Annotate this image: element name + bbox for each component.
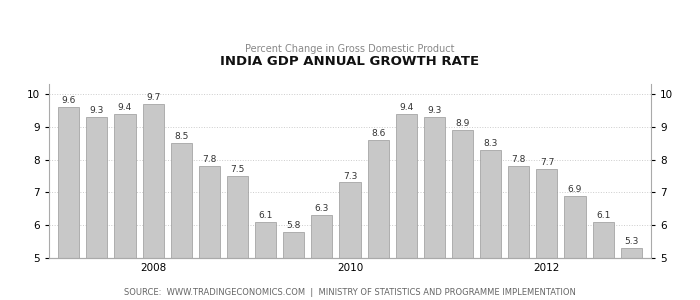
FancyBboxPatch shape <box>143 104 164 258</box>
Text: 7.5: 7.5 <box>230 165 245 174</box>
Title: INDIA GDP ANNUAL GROWTH RATE: INDIA GDP ANNUAL GROWTH RATE <box>220 55 480 68</box>
FancyBboxPatch shape <box>368 140 388 258</box>
FancyBboxPatch shape <box>564 196 586 258</box>
Text: 6.1: 6.1 <box>258 211 273 220</box>
Text: 9.7: 9.7 <box>146 93 160 102</box>
FancyBboxPatch shape <box>424 117 445 258</box>
Text: 7.3: 7.3 <box>343 172 357 181</box>
FancyBboxPatch shape <box>593 222 614 258</box>
Text: 6.3: 6.3 <box>315 204 329 213</box>
Text: 8.3: 8.3 <box>484 139 498 148</box>
FancyBboxPatch shape <box>536 169 557 258</box>
FancyBboxPatch shape <box>58 107 79 258</box>
FancyBboxPatch shape <box>255 222 276 258</box>
FancyBboxPatch shape <box>171 143 192 258</box>
FancyBboxPatch shape <box>227 176 248 258</box>
FancyBboxPatch shape <box>480 150 501 258</box>
FancyBboxPatch shape <box>86 117 107 258</box>
Text: 9.4: 9.4 <box>118 103 132 112</box>
Text: 6.1: 6.1 <box>596 211 610 220</box>
Text: 6.9: 6.9 <box>568 185 582 194</box>
Text: Percent Change in Gross Domestic Product: Percent Change in Gross Domestic Product <box>245 44 455 54</box>
Text: 7.8: 7.8 <box>512 155 526 164</box>
FancyBboxPatch shape <box>508 166 529 258</box>
Text: 7.8: 7.8 <box>202 155 216 164</box>
FancyBboxPatch shape <box>340 182 360 258</box>
Text: 5.8: 5.8 <box>286 221 301 230</box>
FancyBboxPatch shape <box>395 113 416 258</box>
Text: SOURCE:  WWW.TRADINGECONOMICS.COM  |  MINISTRY OF STATISTICS AND PROGRAMME IMPLE: SOURCE: WWW.TRADINGECONOMICS.COM | MINIS… <box>124 288 576 297</box>
Text: 9.6: 9.6 <box>62 96 76 105</box>
FancyBboxPatch shape <box>452 130 473 258</box>
FancyBboxPatch shape <box>284 232 304 258</box>
FancyBboxPatch shape <box>199 166 220 258</box>
Text: 9.4: 9.4 <box>399 103 414 112</box>
Text: 8.5: 8.5 <box>174 132 188 141</box>
Text: 8.6: 8.6 <box>371 129 385 138</box>
Text: 9.3: 9.3 <box>90 106 104 115</box>
FancyBboxPatch shape <box>621 248 642 258</box>
Text: 7.7: 7.7 <box>540 158 554 167</box>
Text: 5.3: 5.3 <box>624 237 638 246</box>
FancyBboxPatch shape <box>312 215 332 258</box>
FancyBboxPatch shape <box>114 113 136 258</box>
Text: 8.9: 8.9 <box>455 119 470 128</box>
Text: 9.3: 9.3 <box>427 106 442 115</box>
